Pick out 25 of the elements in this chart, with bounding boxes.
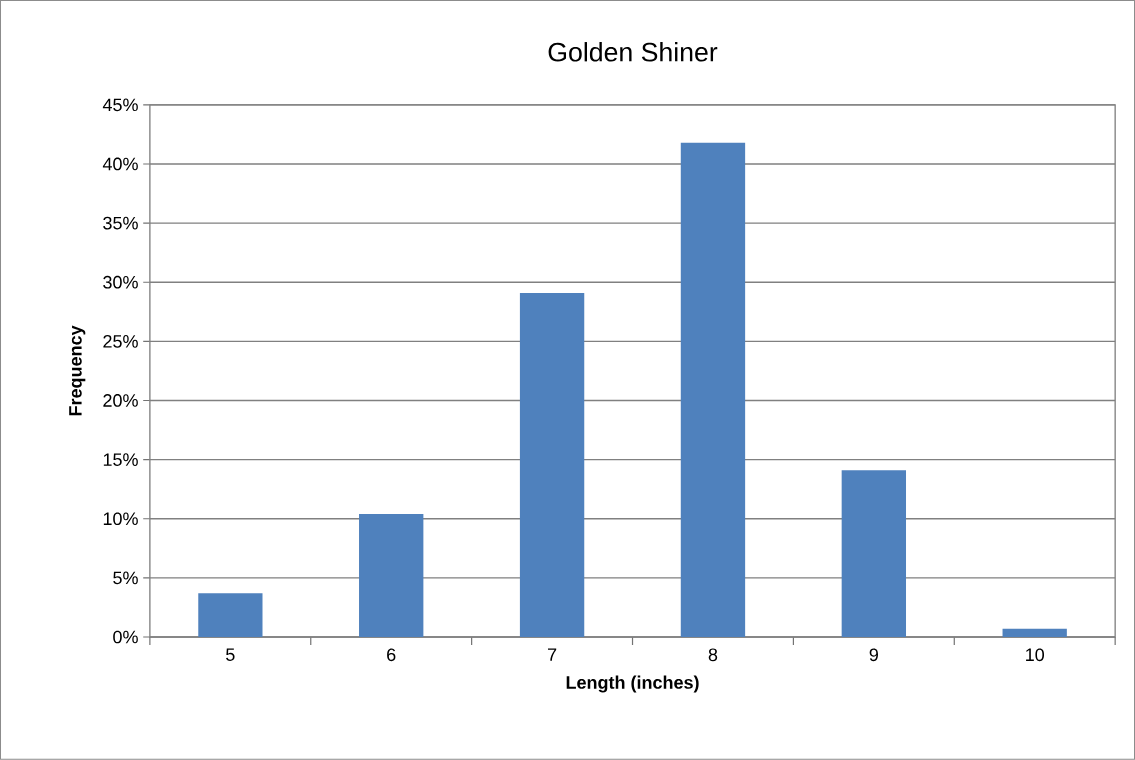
y-tick-label: 15% bbox=[103, 453, 138, 467]
bar bbox=[519, 292, 585, 638]
y-tick-label: 30% bbox=[103, 275, 138, 289]
y-tick-label: 0% bbox=[113, 630, 138, 644]
bar bbox=[680, 142, 746, 638]
x-tick-label: 5 bbox=[226, 648, 235, 661]
y-tick-label: 40% bbox=[102, 157, 138, 171]
x-tick-label: 10 bbox=[1026, 648, 1045, 662]
chart-title: Golden Shiner bbox=[548, 42, 718, 62]
y-tick-label: 45% bbox=[102, 98, 138, 112]
y-tick-label: 10% bbox=[103, 512, 138, 526]
bar bbox=[841, 470, 907, 638]
x-tick-label: 8 bbox=[708, 648, 718, 662]
x-axis-title: Length (inches) bbox=[566, 675, 699, 693]
bar bbox=[359, 514, 424, 638]
x-tick-label: 9 bbox=[869, 648, 878, 662]
y-tick-label: 25% bbox=[103, 335, 138, 348]
x-tick-label: 6 bbox=[387, 648, 396, 662]
bar bbox=[1002, 628, 1067, 638]
x-tick-label: 7 bbox=[548, 648, 557, 661]
y-axis-title: Frequency bbox=[69, 325, 86, 416]
y-tick-label: 20% bbox=[103, 394, 138, 407]
bar bbox=[198, 593, 263, 638]
y-tick-label: 5% bbox=[113, 571, 138, 585]
y-tick-label: 35% bbox=[103, 216, 138, 230]
